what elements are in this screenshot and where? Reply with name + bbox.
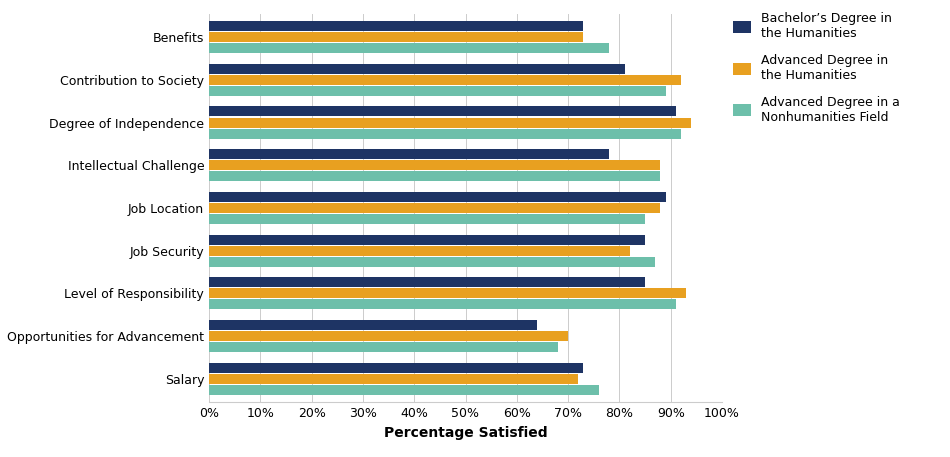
Bar [209, 43, 609, 53]
Bar [209, 331, 568, 341]
Bar [209, 362, 583, 372]
Bar [209, 288, 686, 298]
Bar [209, 257, 656, 267]
Bar [209, 385, 598, 395]
Bar [209, 86, 666, 96]
Legend: Bachelor’s Degree in
the Humanities, Advanced Degree in
the Humanities, Advanced: Bachelor’s Degree in the Humanities, Adv… [733, 12, 900, 124]
Bar [209, 117, 692, 128]
Bar [209, 106, 675, 117]
Bar [209, 342, 558, 352]
Bar [209, 299, 675, 309]
Bar [209, 32, 583, 42]
Bar [209, 75, 681, 85]
Bar [209, 129, 681, 138]
Bar [209, 374, 579, 384]
Bar [209, 234, 645, 244]
Bar [209, 203, 660, 213]
Bar [209, 171, 660, 181]
Bar [209, 214, 645, 224]
Bar [209, 245, 630, 255]
X-axis label: Percentage Satisfied: Percentage Satisfied [384, 425, 547, 440]
Bar [209, 21, 583, 31]
Bar [209, 149, 609, 159]
Bar [209, 192, 666, 202]
Bar [209, 277, 645, 287]
Bar [209, 160, 660, 170]
Bar [209, 64, 624, 74]
Bar [209, 320, 538, 330]
